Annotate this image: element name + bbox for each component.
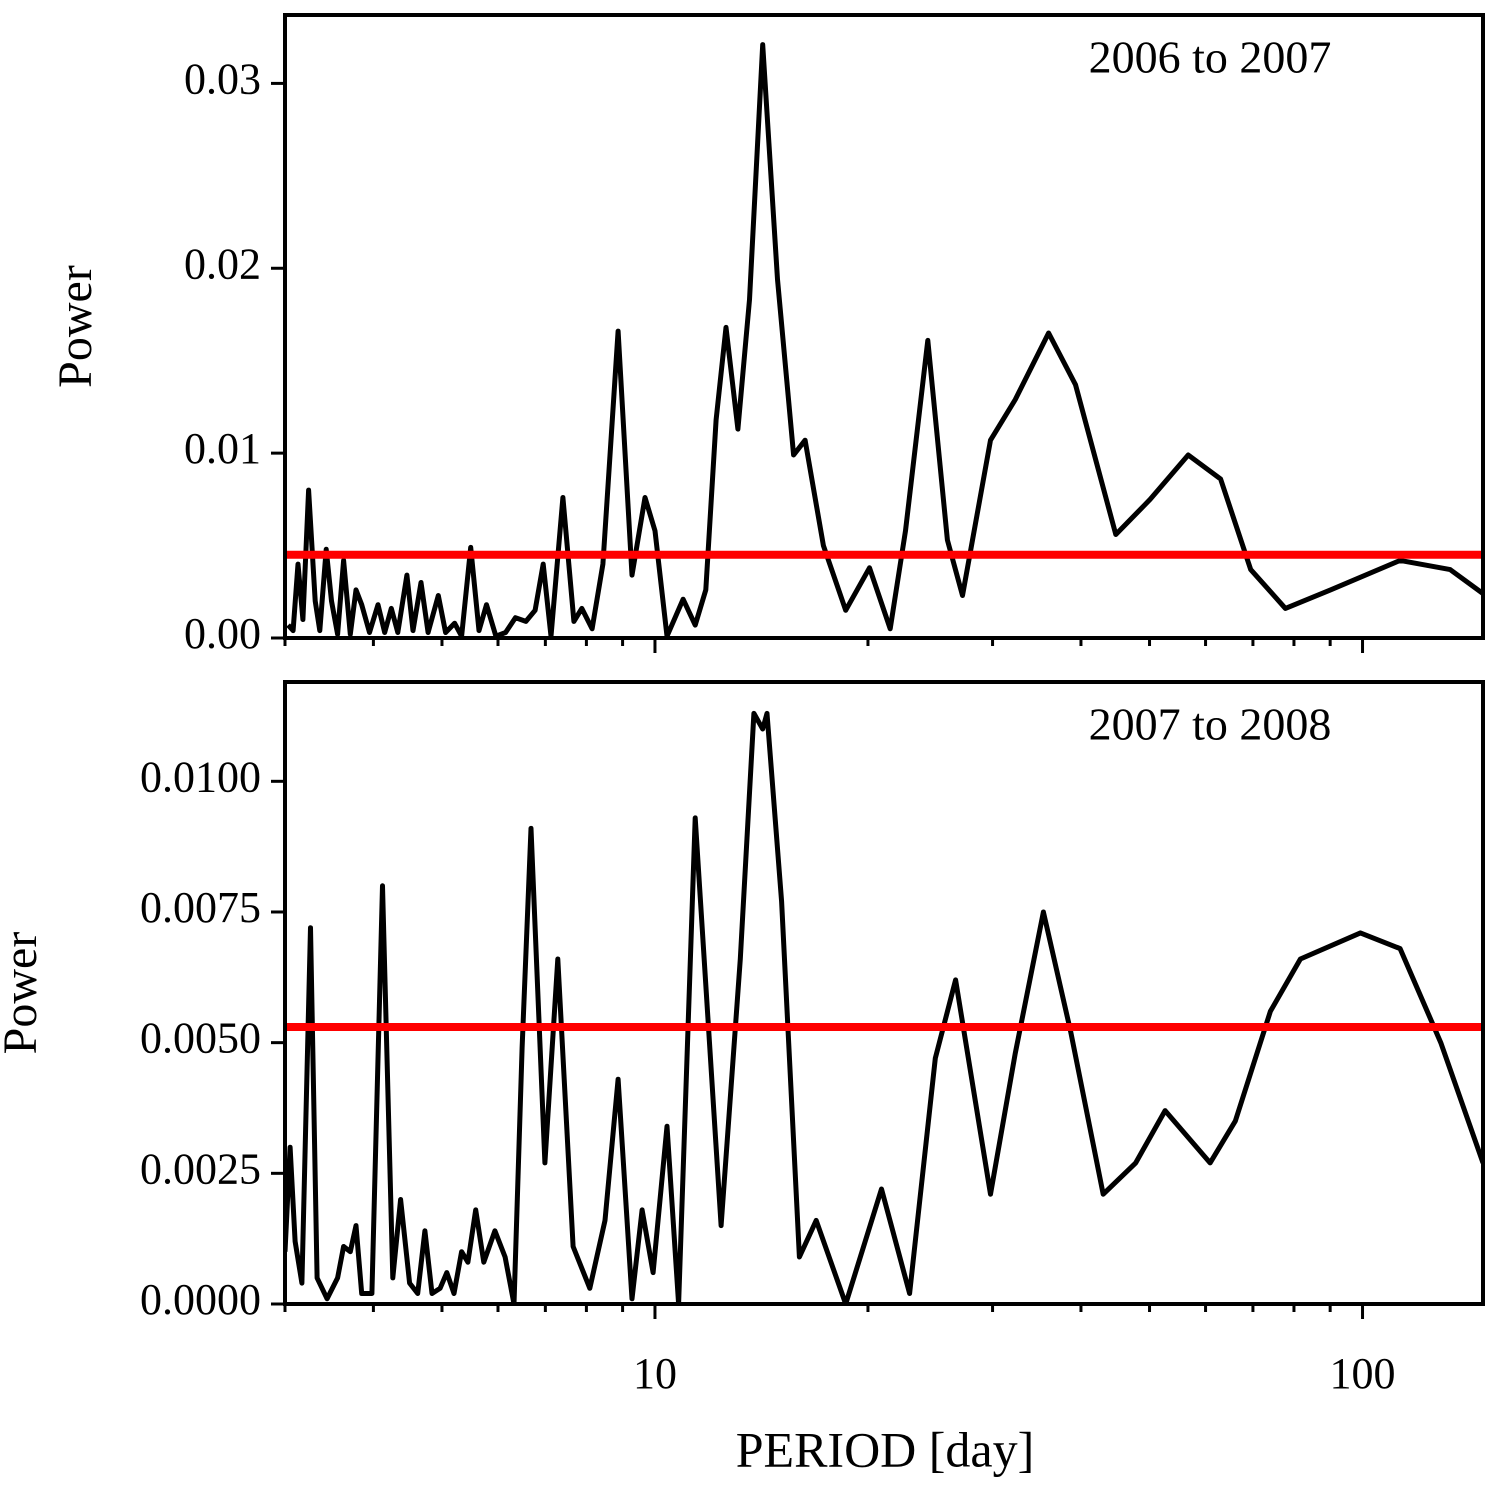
y-tick-label: 0.0025 — [140, 1144, 261, 1193]
data-line — [286, 42, 1483, 638]
x-tick-label: 100 — [1330, 1349, 1396, 1398]
plot-area — [285, 710, 1483, 1304]
plot-frame — [283, 680, 1485, 1306]
x-axis-label: PERIOD [day] — [736, 1421, 1035, 1477]
plot-area — [285, 42, 1483, 638]
data-line — [285, 710, 1483, 1304]
x-tick-label: 10 — [633, 1349, 677, 1398]
annotation: 2007 to 2008 — [1089, 699, 1332, 750]
y-axis-label: Power — [0, 932, 47, 1055]
y-axis-label: Power — [49, 265, 102, 388]
y-tick-label: 0.03 — [184, 54, 261, 103]
plot-frame — [283, 13, 1485, 640]
y-tick-label: 0.00 — [184, 609, 261, 658]
y-tick-label: 0.0050 — [140, 1014, 261, 1063]
y-tick-label: 0.0000 — [140, 1275, 261, 1324]
y-tick-label: 0.02 — [184, 239, 261, 288]
annotation: 2006 to 2007 — [1089, 32, 1332, 83]
y-tick-label: 0.0075 — [140, 883, 261, 932]
y-tick-label: 0.01 — [184, 424, 261, 473]
y-tick-label: 0.0100 — [140, 752, 261, 801]
